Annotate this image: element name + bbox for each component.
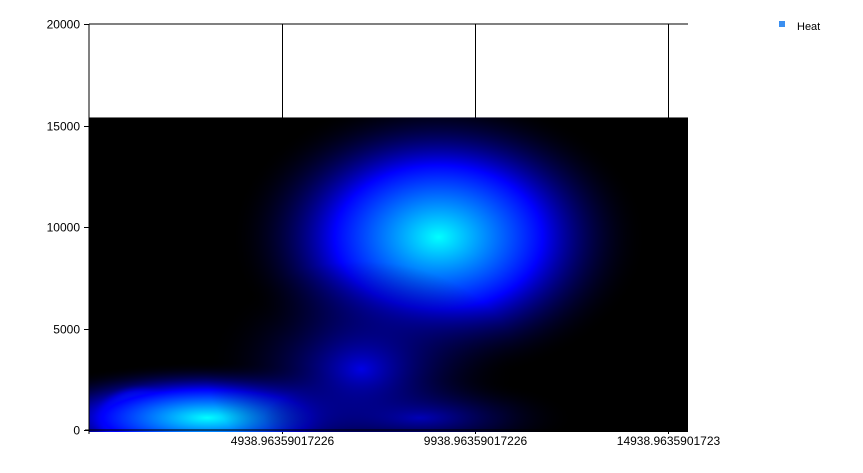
- tick-labels: 4938.96359017226 9938.96359017226 14938.96…: [47, 18, 721, 449]
- y-tick-label: 20000: [47, 18, 81, 32]
- legend-swatch-heat: [779, 21, 785, 27]
- y-tick-label: 15000: [47, 120, 81, 134]
- legend: Heat: [779, 21, 820, 33]
- x-tick-label: 9938.96359017226: [424, 434, 528, 448]
- heat-layer: [89, 117, 688, 433]
- y-tick-label: 10000: [47, 221, 81, 235]
- x-tick-label: 4938.96359017226: [231, 434, 335, 448]
- x-tick-label: 14938.9635901723: [617, 434, 721, 448]
- legend-label-heat: Heat: [797, 21, 820, 33]
- heat-hotspot: [205, 261, 518, 433]
- axes: [84, 23, 688, 434]
- y-tick-label: 0: [73, 424, 80, 438]
- y-tick-label: 5000: [53, 323, 80, 337]
